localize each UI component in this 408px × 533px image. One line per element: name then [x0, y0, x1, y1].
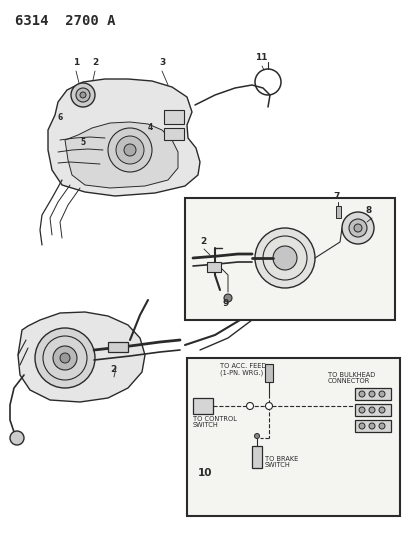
- Circle shape: [60, 353, 70, 363]
- Text: 4: 4: [148, 123, 153, 132]
- Circle shape: [359, 391, 365, 397]
- Text: 9: 9: [223, 299, 229, 308]
- Text: TO BRAKE: TO BRAKE: [265, 456, 298, 462]
- Circle shape: [359, 423, 365, 429]
- Bar: [185, 198, 395, 320]
- Text: 7: 7: [334, 192, 340, 201]
- Circle shape: [246, 402, 253, 409]
- Circle shape: [124, 144, 136, 156]
- Bar: [193, 398, 213, 414]
- Text: (1-PN. WRG.): (1-PN. WRG.): [220, 370, 263, 376]
- Text: 2: 2: [200, 237, 206, 246]
- Text: 2: 2: [92, 58, 98, 67]
- Circle shape: [369, 391, 375, 397]
- Circle shape: [359, 407, 365, 413]
- Text: TO BULKHEAD: TO BULKHEAD: [328, 372, 375, 378]
- Circle shape: [369, 423, 375, 429]
- Text: SWITCH: SWITCH: [265, 462, 291, 468]
- Bar: [336, 206, 341, 218]
- Bar: [207, 262, 221, 272]
- Circle shape: [349, 219, 367, 237]
- Polygon shape: [65, 122, 178, 188]
- Circle shape: [354, 224, 362, 232]
- Text: 11: 11: [255, 53, 268, 62]
- Text: 8: 8: [366, 206, 372, 215]
- Circle shape: [266, 402, 273, 409]
- Circle shape: [379, 423, 385, 429]
- Circle shape: [10, 431, 24, 445]
- Text: TO ACC. FEED: TO ACC. FEED: [220, 363, 266, 369]
- Circle shape: [342, 212, 374, 244]
- Circle shape: [71, 83, 95, 107]
- Circle shape: [379, 391, 385, 397]
- Circle shape: [76, 88, 90, 102]
- Circle shape: [80, 92, 86, 98]
- Text: 1: 1: [73, 58, 79, 67]
- Bar: [164, 128, 184, 140]
- Circle shape: [273, 246, 297, 270]
- Circle shape: [369, 407, 375, 413]
- Bar: [252, 446, 262, 468]
- Circle shape: [53, 346, 77, 370]
- Bar: [355, 420, 391, 432]
- Bar: [108, 342, 128, 352]
- Text: 6: 6: [57, 113, 62, 122]
- Bar: [265, 364, 273, 382]
- Circle shape: [379, 407, 385, 413]
- Bar: [355, 388, 391, 400]
- Bar: [187, 358, 400, 516]
- Circle shape: [35, 328, 95, 388]
- Text: CONNECTOR: CONNECTOR: [328, 378, 370, 384]
- Text: 2: 2: [110, 365, 116, 374]
- Text: 3: 3: [159, 58, 165, 67]
- Circle shape: [224, 294, 232, 302]
- Text: 10: 10: [198, 468, 213, 478]
- Circle shape: [108, 128, 152, 172]
- Polygon shape: [48, 79, 200, 196]
- Text: SWITCH: SWITCH: [193, 422, 219, 428]
- Bar: [164, 110, 184, 124]
- Circle shape: [255, 433, 259, 439]
- Text: 6314  2700 A: 6314 2700 A: [15, 14, 115, 28]
- Polygon shape: [18, 312, 145, 402]
- Circle shape: [255, 228, 315, 288]
- Text: TO CONTROL: TO CONTROL: [193, 416, 237, 422]
- Text: 5: 5: [80, 138, 85, 147]
- Bar: [355, 404, 391, 416]
- Circle shape: [116, 136, 144, 164]
